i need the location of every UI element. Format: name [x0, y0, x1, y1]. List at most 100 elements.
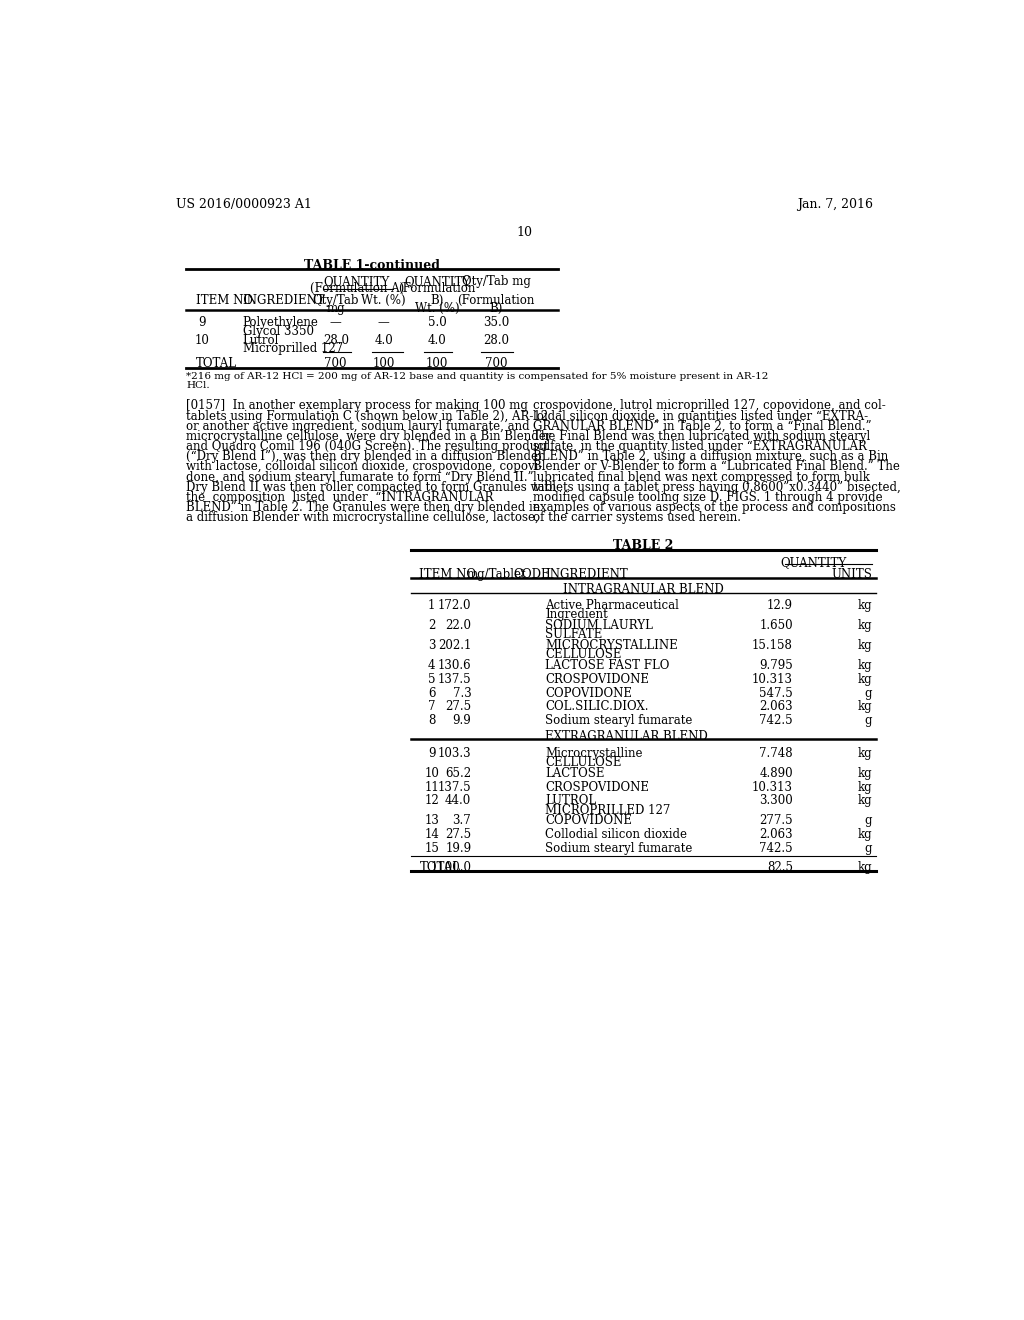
Text: MICROCRYSTALLINE: MICROCRYSTALLINE: [545, 639, 678, 652]
Text: g: g: [864, 686, 872, 700]
Text: —: —: [378, 317, 389, 329]
Text: SULFATE: SULFATE: [545, 628, 602, 642]
Text: 10: 10: [195, 334, 209, 347]
Text: 7.748: 7.748: [760, 747, 793, 760]
Text: EXTRAGRANULAR BLEND: EXTRAGRANULAR BLEND: [545, 730, 708, 743]
Text: microcrystalline cellulose, were dry blended in a Bin Blender: microcrystalline cellulose, were dry ble…: [186, 430, 552, 444]
Text: kg: kg: [857, 747, 872, 760]
Text: 103.3: 103.3: [437, 747, 471, 760]
Text: Jan. 7, 2016: Jan. 7, 2016: [798, 198, 873, 211]
Text: 4.0: 4.0: [428, 334, 446, 347]
Text: 9.795: 9.795: [759, 659, 793, 672]
Text: Microprilled 127: Microprilled 127: [243, 342, 343, 355]
Text: Wt. (%): Wt. (%): [361, 294, 407, 308]
Text: 700: 700: [485, 358, 507, 370]
Text: 2.063: 2.063: [760, 829, 793, 841]
Text: 12: 12: [424, 795, 439, 808]
Text: kg: kg: [857, 861, 872, 874]
Text: (Formulation: (Formulation: [458, 294, 535, 308]
Text: QUANTITY: QUANTITY: [780, 556, 847, 569]
Text: kg: kg: [857, 795, 872, 808]
Text: 7: 7: [428, 701, 435, 714]
Text: B): B): [430, 294, 444, 308]
Text: Blender or V-Blender to form a “Lubricated Final Blend.” The: Blender or V-Blender to form a “Lubricat…: [532, 461, 899, 474]
Text: ITEM NO.: ITEM NO.: [197, 294, 256, 308]
Text: Microcrystalline: Microcrystalline: [545, 747, 642, 760]
Text: 137.5: 137.5: [437, 673, 471, 686]
Text: Polyethylene: Polyethylene: [243, 317, 318, 329]
Text: 9.9: 9.9: [453, 714, 471, 727]
Text: US 2016/0000923 A1: US 2016/0000923 A1: [176, 198, 312, 211]
Text: 3.7: 3.7: [453, 814, 471, 828]
Text: CODE: CODE: [513, 568, 550, 581]
Text: modified capsule tooling size D. FIGS. 1 through 4 provide: modified capsule tooling size D. FIGS. 1…: [532, 491, 882, 504]
Text: 547.5: 547.5: [759, 686, 793, 700]
Text: 172.0: 172.0: [438, 599, 471, 612]
Text: 202.1: 202.1: [438, 639, 471, 652]
Text: INGREDIENT: INGREDIENT: [545, 568, 628, 581]
Text: Sodium stearyl fumarate: Sodium stearyl fumarate: [545, 714, 692, 727]
Text: 4.890: 4.890: [760, 767, 793, 780]
Text: Dry Blend II was then roller compacted to form Granules with: Dry Blend II was then roller compacted t…: [186, 480, 556, 494]
Text: 13: 13: [424, 814, 439, 828]
Text: TOTAL: TOTAL: [420, 861, 461, 874]
Text: examples of various aspects of the process and compositions: examples of various aspects of the proce…: [532, 502, 895, 513]
Text: kg: kg: [857, 619, 872, 632]
Text: QUANTITY: QUANTITY: [324, 275, 390, 288]
Text: 130.6: 130.6: [437, 659, 471, 672]
Text: Active Pharmaceutical: Active Pharmaceutical: [545, 599, 679, 612]
Text: sulfate, in the quantity listed under “EXTRAGRANULAR: sulfate, in the quantity listed under “E…: [532, 440, 866, 453]
Text: mg: mg: [327, 302, 345, 314]
Text: 7.3: 7.3: [453, 686, 471, 700]
Text: 10: 10: [517, 226, 532, 239]
Text: Sodium stearyl fumarate: Sodium stearyl fumarate: [545, 842, 692, 855]
Text: 4: 4: [428, 659, 435, 672]
Text: 5.0: 5.0: [428, 317, 446, 329]
Text: 9: 9: [428, 747, 435, 760]
Text: QUANTITY: QUANTITY: [404, 275, 470, 288]
Text: CELLULOSE: CELLULOSE: [545, 756, 622, 770]
Text: kg: kg: [857, 780, 872, 793]
Text: (Formulation A): (Formulation A): [309, 282, 403, 296]
Text: 11: 11: [424, 780, 439, 793]
Text: loidal silicon dioxide, in quantities listed under “EXTRA-: loidal silicon dioxide, in quantities li…: [532, 409, 867, 422]
Text: 8: 8: [428, 714, 435, 727]
Text: 44.0: 44.0: [445, 795, 471, 808]
Text: UNITS: UNITS: [831, 568, 872, 581]
Text: BLEND” in Table 2, using a diffusion mixture, such as a Bin: BLEND” in Table 2, using a diffusion mix…: [532, 450, 888, 463]
Text: 3: 3: [428, 639, 435, 652]
Text: (“Dry Blend I”), was then dry blended in a diffusion Blender: (“Dry Blend I”), was then dry blended in…: [186, 450, 544, 463]
Text: 14: 14: [424, 829, 439, 841]
Text: kg: kg: [857, 639, 872, 652]
Text: 10.313: 10.313: [752, 673, 793, 686]
Text: lubricated final blend was next compressed to form bulk: lubricated final blend was next compress…: [532, 470, 869, 483]
Text: ITEM NO.: ITEM NO.: [420, 568, 479, 581]
Text: 27.5: 27.5: [445, 701, 471, 714]
Text: and Quadro Comil 196 (040G Screen). The resulting product: and Quadro Comil 196 (040G Screen). The …: [186, 440, 549, 453]
Text: 9: 9: [198, 317, 206, 329]
Text: CROSPOVIDONE: CROSPOVIDONE: [545, 780, 649, 793]
Text: tablets using a tablet press having 0.8600”x0.3440” bisected,: tablets using a tablet press having 0.86…: [532, 480, 900, 494]
Text: 100: 100: [373, 358, 395, 370]
Text: The Final Blend was then lubricated with sodium stearyl: The Final Blend was then lubricated with…: [532, 430, 869, 444]
Text: *216 mg of AR-12 HCl = 200 mg of AR-12 base and quantity is compensated for 5% m: *216 mg of AR-12 HCl = 200 mg of AR-12 b…: [186, 372, 768, 381]
Text: 22.0: 22.0: [445, 619, 471, 632]
Text: g: g: [864, 842, 872, 855]
Text: INTRAGRANULAR BLEND: INTRAGRANULAR BLEND: [563, 583, 724, 597]
Text: Collodial silicon dioxide: Collodial silicon dioxide: [545, 829, 687, 841]
Text: (Formulation: (Formulation: [398, 282, 476, 296]
Text: kg: kg: [857, 767, 872, 780]
Text: COL.SILIC.DIOX.: COL.SILIC.DIOX.: [545, 701, 648, 714]
Text: 28.0: 28.0: [323, 334, 349, 347]
Text: a diffusion Blender with microcrystalline cellulose, lactose,: a diffusion Blender with microcrystallin…: [186, 511, 539, 524]
Text: CROSPOVIDONE: CROSPOVIDONE: [545, 673, 649, 686]
Text: kg: kg: [857, 829, 872, 841]
Text: [0157]  In another exemplary process for making 100 mg: [0157] In another exemplary process for …: [186, 400, 528, 412]
Text: 65.2: 65.2: [445, 767, 471, 780]
Text: kg: kg: [857, 659, 872, 672]
Text: 82.5: 82.5: [767, 861, 793, 874]
Text: HCl.: HCl.: [186, 381, 210, 389]
Text: LACTOSE FAST FLO: LACTOSE FAST FLO: [545, 659, 670, 672]
Text: with lactose, colloidal silicon dioxide, crospovidone, copovi-: with lactose, colloidal silicon dioxide,…: [186, 461, 543, 474]
Text: MICROPRILLED 127: MICROPRILLED 127: [545, 804, 671, 817]
